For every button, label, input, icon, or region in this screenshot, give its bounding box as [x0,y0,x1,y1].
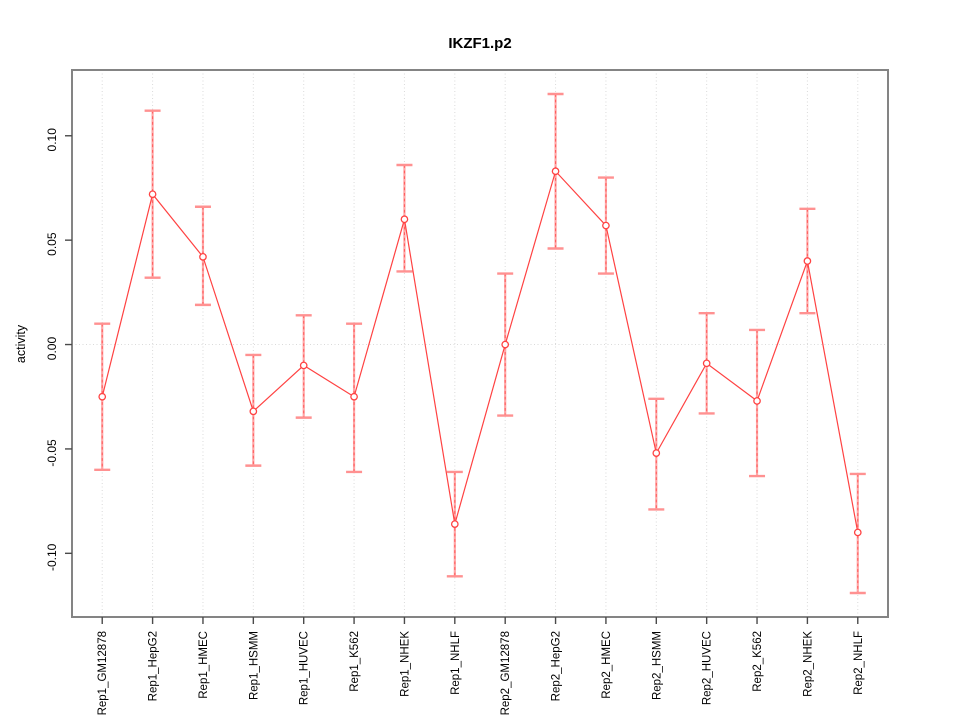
axis-layer: -0.10 -0.05 0.00 0.05 0.10 Rep1_GM12878 Rep1_H… [45,128,865,716]
x-tick-label: Rep1_NHLF [450,631,462,695]
x-tick-label: Rep1_NHEK [399,631,411,697]
data-point [450,520,459,528]
x-tick-label: Rep1_K562 [349,631,361,692]
y-axis-label: activity [14,324,28,363]
x-tick-label: Rep2_GM12878 [500,631,512,715]
x-tick-label: Rep1_HepG2 [148,631,160,701]
data-point [148,190,157,199]
data-point [400,215,409,224]
x-tick-label: Rep2_NHEK [802,631,814,697]
x-tick-label: Rep1_HMEC [198,631,210,699]
data-point [501,340,510,349]
data-point [753,397,761,405]
x-tick-label: Rep1_HUVEC [299,631,311,705]
x-tick-label: Rep2_HUVEC [702,631,714,705]
y-tick-label: 0.00 [45,337,59,361]
x-tick-label: Rep2_HSMM [651,631,663,700]
y-tick-label: 0.05 [45,232,59,256]
data-point [853,528,862,537]
chart-title: IKZF1.p2 [448,35,511,52]
data-point [249,407,258,416]
plot-frame [71,69,889,618]
data-point [803,257,812,265]
data-point [199,253,207,261]
data-point [652,449,661,457]
data-point [299,361,308,370]
data-point [98,392,107,401]
y-tick-label: -0.05 [45,439,59,467]
data-point [551,167,560,176]
y-tick-label: -0.10 [45,543,59,571]
series-layer [94,92,866,595]
x-tick-label: Rep2_HMEC [601,631,613,699]
plot-box [71,69,889,618]
x-tick-label: Rep1_GM12878 [97,631,109,715]
data-point [350,392,358,401]
series-line [101,170,859,533]
grid-layer [72,70,888,617]
x-tick-label: Rep1_HSMM [248,631,260,700]
data-point [602,221,610,230]
x-tick-label: Rep2_K562 [752,631,764,692]
x-tick-label: Rep2_NHLF [853,631,865,695]
data-point [702,359,711,368]
y-tick-label: 0.10 [45,128,59,152]
x-tick-label: Rep2_HepG2 [551,631,563,701]
